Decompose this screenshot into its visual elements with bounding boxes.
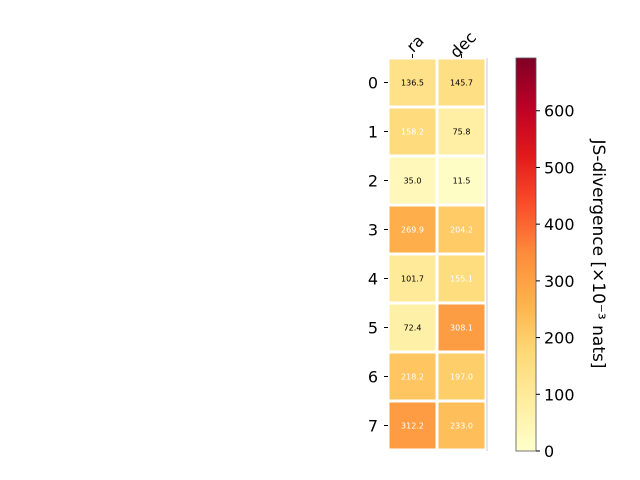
- cell-value-label: 136.5: [401, 79, 424, 88]
- y-tick-label: 7: [368, 417, 378, 436]
- colorbar-tick-label: 300: [544, 272, 575, 291]
- colorbar-tick-label: 600: [544, 102, 575, 121]
- heatmap-cell-0-ra: [389, 59, 436, 106]
- colorbar-tick-label: 100: [544, 385, 575, 404]
- heatmap-cell-2-ra: [389, 157, 436, 204]
- colorbar-ticks: 0 100 200 300 400 500 600: [536, 102, 575, 461]
- heatmap-cell-3-ra: [389, 206, 436, 253]
- cell-value-label: 35.0: [404, 177, 422, 186]
- cell-value-label: 155.1: [450, 275, 473, 284]
- y-tick-label: 6: [368, 368, 378, 387]
- heatmap-cells: 136.5 145.7 158.2 75.8 35.0 11.5 269.9 204.2 101…: [389, 59, 485, 449]
- heatmap-cell-6-dec: [438, 353, 485, 400]
- y-tick-label: 2: [368, 172, 378, 191]
- y-tick-label: 4: [368, 270, 378, 289]
- colorbar-label: JS-divergence [×10⁻³ nats]: [588, 139, 608, 369]
- y-tick-label: 5: [368, 319, 378, 338]
- colorbar: [515, 57, 537, 452]
- heatmap-cell-1-ra: [389, 108, 436, 155]
- y-tick-label: 1: [368, 123, 378, 142]
- x-tick-label: dec: [446, 28, 480, 62]
- colorbar-tick-label: 400: [544, 215, 575, 234]
- cell-value-label: 312.2: [401, 422, 424, 431]
- cell-value-label: 204.2: [450, 226, 473, 235]
- y-axis-ticks: 0 1 2 3 4 5 6 7: [368, 74, 388, 436]
- cell-value-label: 72.4: [404, 324, 422, 333]
- heatmap-cell-2-dec: [438, 157, 485, 204]
- cell-value-label: 75.8: [453, 128, 471, 137]
- x-tick-label: ra: [403, 31, 428, 56]
- colorbar-tick-label: 200: [544, 329, 575, 348]
- cell-value-label: 218.2: [401, 373, 424, 382]
- heatmap-cell-7-ra: [389, 402, 436, 449]
- cell-value-label: 269.9: [401, 226, 424, 235]
- heatmap-cell-4-dec: [438, 255, 485, 302]
- cell-value-label: 145.7: [450, 79, 473, 88]
- cell-value-label: 158.2: [401, 128, 424, 137]
- heatmap-cell-1-dec: [438, 108, 485, 155]
- cell-value-label: 308.1: [450, 324, 473, 333]
- heatmap-cell-6-ra: [389, 353, 436, 400]
- y-tick-label: 0: [368, 74, 378, 93]
- colorbar-tick-label: 0: [544, 442, 554, 461]
- heatmap-cell-3-dec: [438, 206, 485, 253]
- heatmap-cell-0-dec: [438, 59, 485, 106]
- cell-value-label: 101.7: [401, 275, 424, 284]
- heatmap-cell-5-ra: [389, 304, 436, 351]
- cell-value-label: 197.0: [450, 373, 473, 382]
- heatmap-cell-4-ra: [389, 255, 436, 302]
- cell-value-label: 11.5: [453, 177, 471, 186]
- heatmap-cell-7-dec: [438, 402, 485, 449]
- heatmap-cell-5-dec: [438, 304, 485, 351]
- y-tick-label: 3: [368, 221, 378, 240]
- cell-value-label: 233.0: [450, 422, 473, 431]
- colorbar-tick-label: 500: [544, 158, 575, 177]
- x-axis-ticks: ra dec: [403, 28, 480, 62]
